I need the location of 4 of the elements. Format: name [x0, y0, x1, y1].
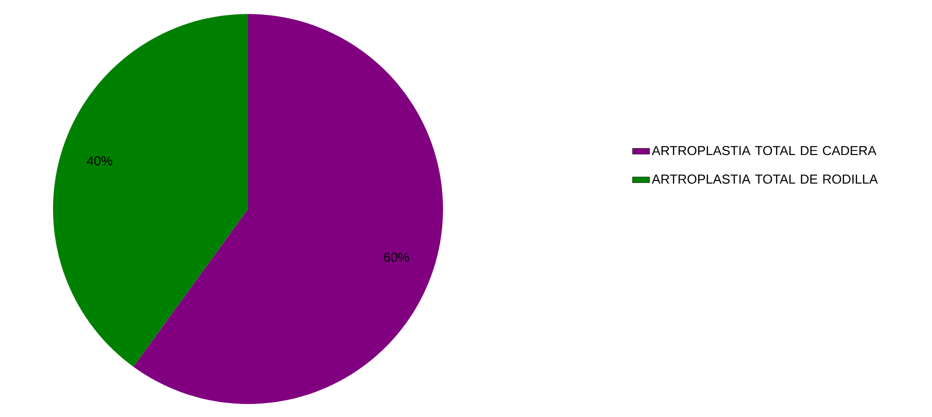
legend-label: ARTROPLASTIA TOTAL DE RODILLA: [652, 174, 878, 184]
legend-label: ARTROPLASTIA TOTAL DE CADERA: [652, 146, 876, 156]
data-label: 60%: [384, 252, 409, 262]
data-label: 40%: [86, 156, 112, 166]
